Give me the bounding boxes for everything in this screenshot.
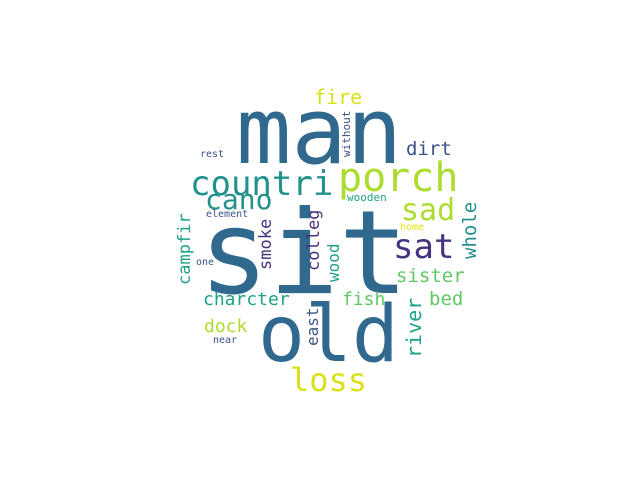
word-sat: sat xyxy=(393,227,455,267)
word-sit: sit xyxy=(199,186,409,321)
word-whole: whole xyxy=(459,201,481,259)
word-bed: bed xyxy=(429,288,464,310)
word-loss: loss xyxy=(290,361,368,399)
word-one: one xyxy=(196,257,215,268)
word-charcter: charcter xyxy=(203,289,290,310)
word-dock: dock xyxy=(204,316,248,337)
word-without: without xyxy=(340,110,353,157)
word-porch: porch xyxy=(338,155,459,201)
word-dirt: dirt xyxy=(406,138,452,160)
word-home: home xyxy=(400,222,425,233)
word-near: near xyxy=(213,335,238,346)
word-rest: rest xyxy=(200,149,225,160)
word-cano: cano xyxy=(205,183,273,216)
word-fire: fire xyxy=(314,85,363,109)
word-element: element xyxy=(206,209,249,220)
word-countri: countri xyxy=(190,164,334,204)
word-sister: sister xyxy=(396,265,465,287)
word-colleg: colleg xyxy=(304,209,324,271)
word-fish: fish xyxy=(342,289,386,310)
word-wooden: wooden xyxy=(347,191,387,204)
word-river: river xyxy=(402,297,426,358)
word-man: man xyxy=(236,78,403,185)
word-old: old xyxy=(258,290,399,380)
word-east: east xyxy=(303,307,322,346)
word-wood: wood xyxy=(324,243,343,282)
word-smoke: smoke xyxy=(256,218,276,270)
word-campfir: campfir xyxy=(175,213,195,285)
word-sad: sad xyxy=(401,193,456,228)
